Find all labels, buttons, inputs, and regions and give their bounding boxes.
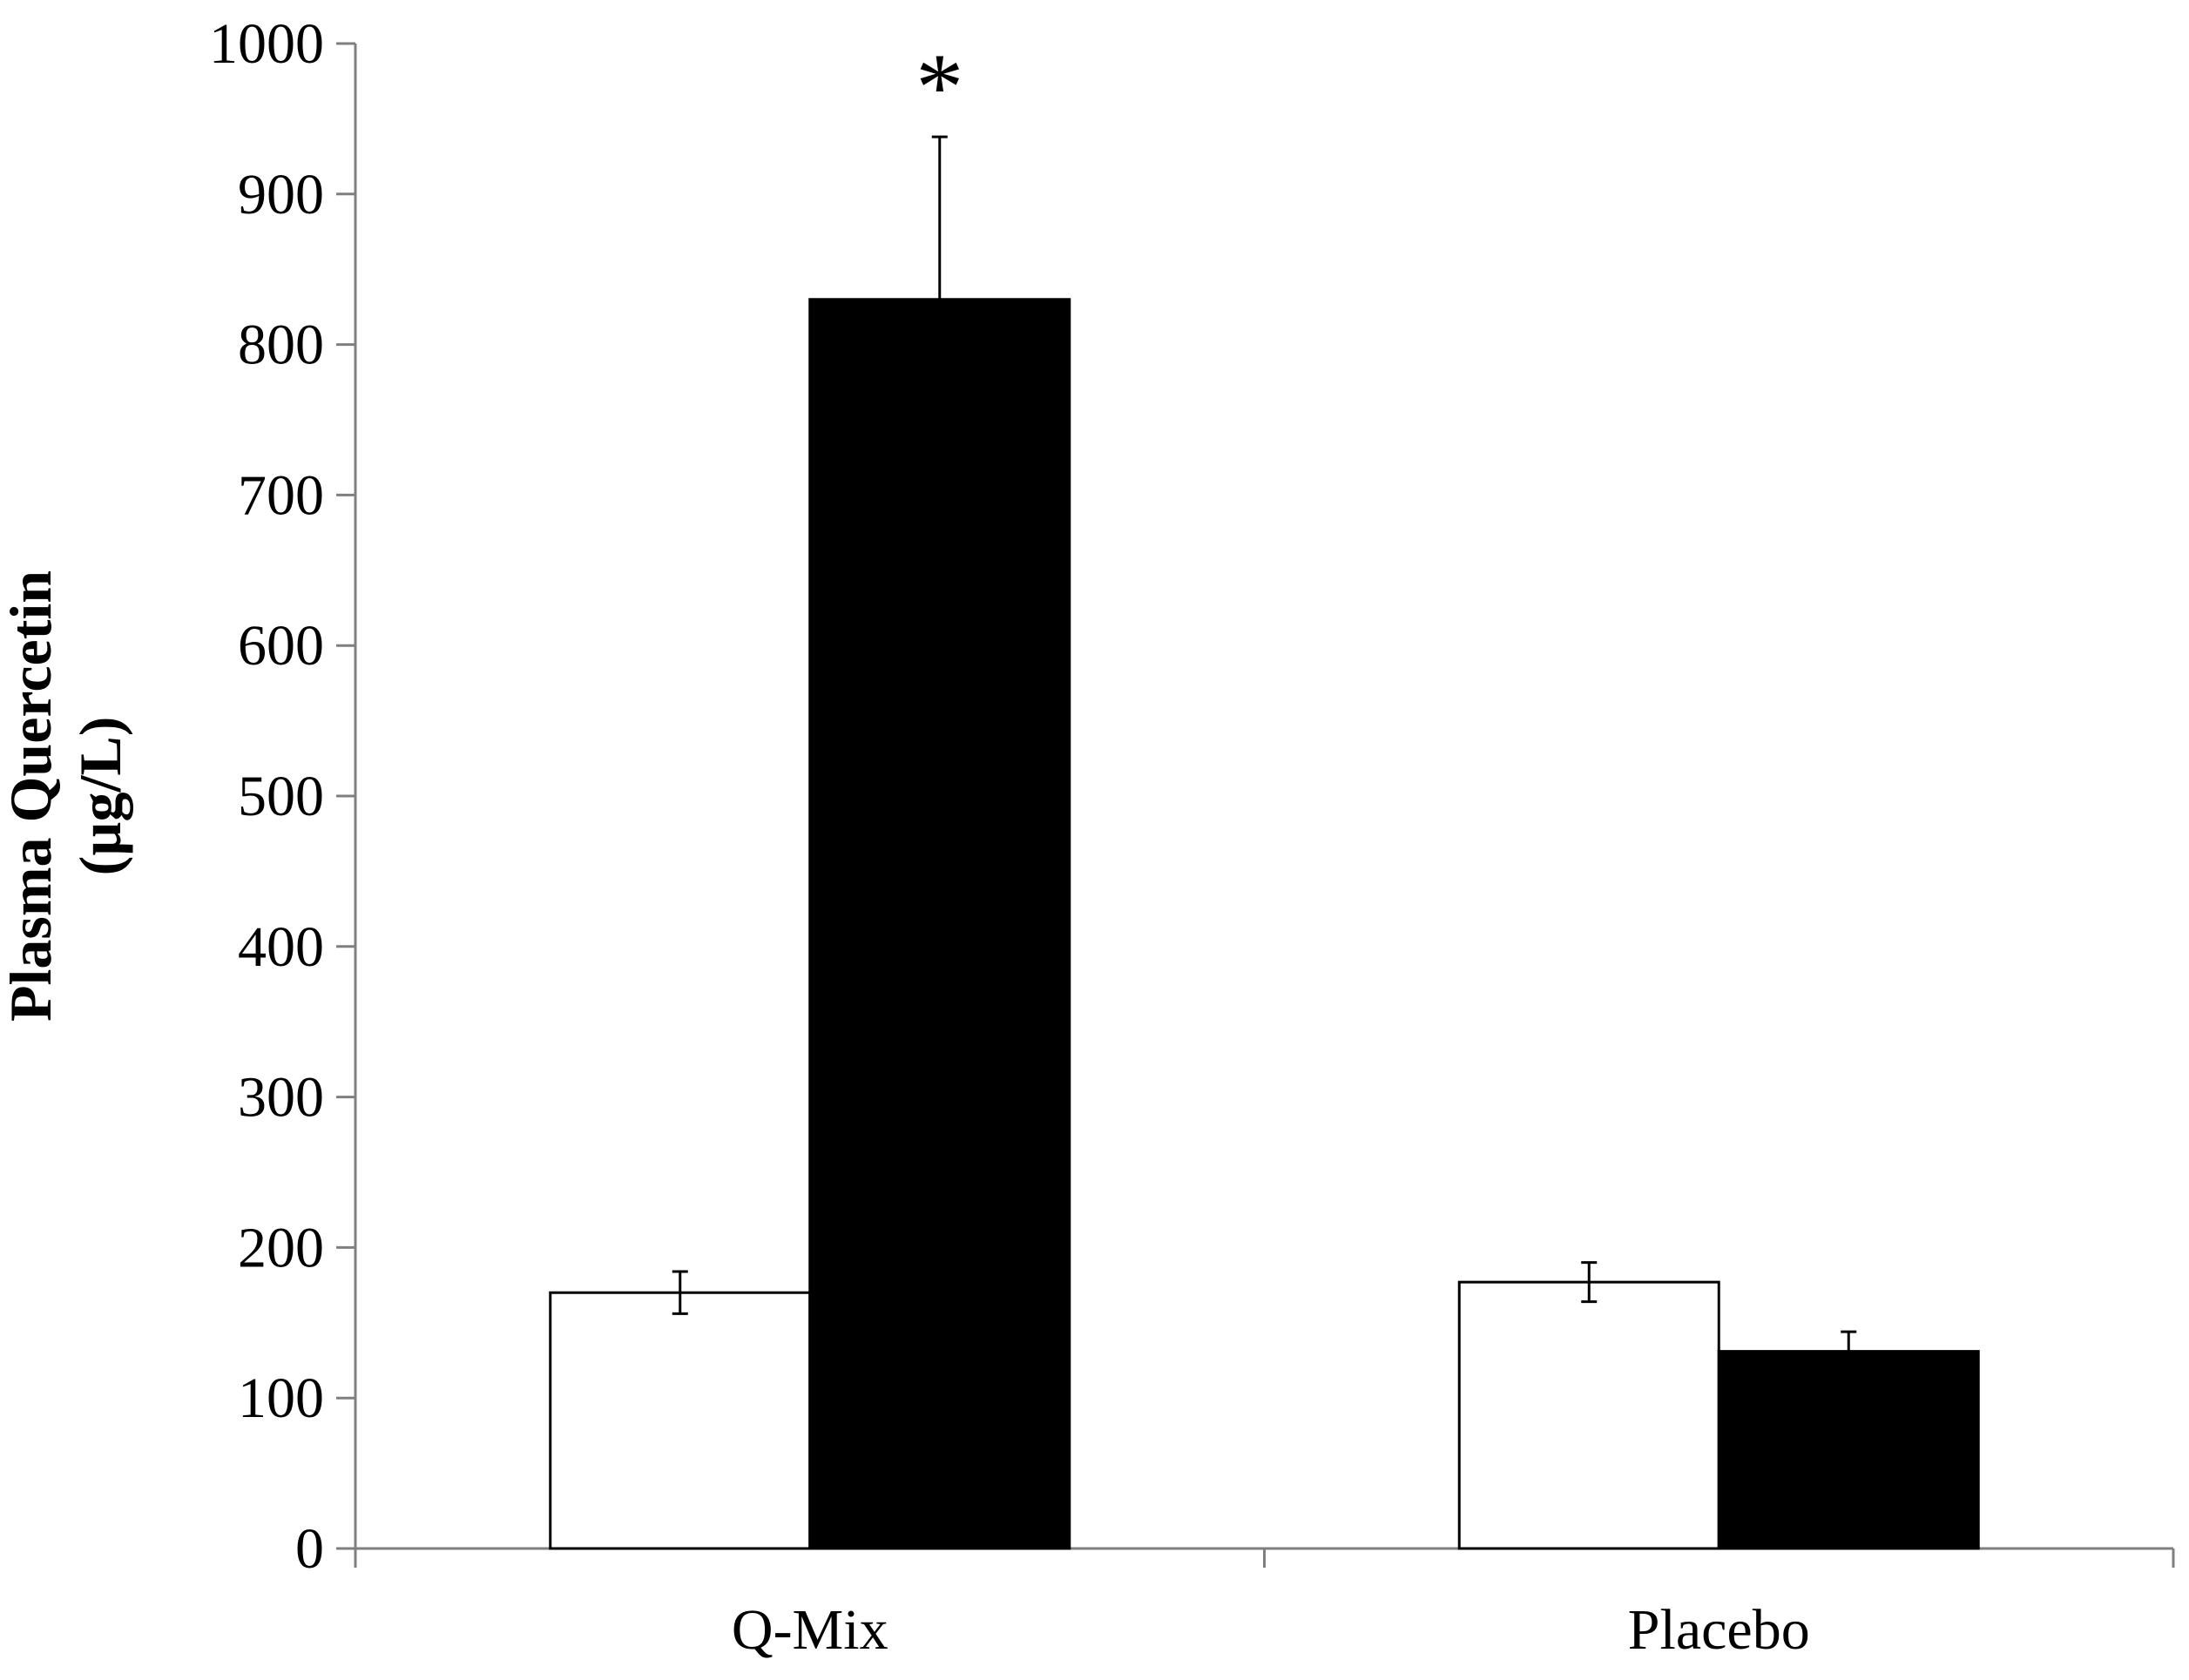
y-tick-label: 300 — [238, 1066, 324, 1130]
y-tick-label: 0 — [295, 1517, 324, 1581]
y-tick-label: 400 — [238, 915, 324, 979]
y-tick-label: 500 — [238, 765, 324, 828]
bar — [549, 1291, 812, 1550]
y-axis-title-line: Plasma Quercetin — [0, 570, 64, 1022]
y-axis-title: Plasma Quercetin(µg/L) — [0, 570, 133, 1022]
significance-asterisk: * — [915, 34, 963, 140]
bars — [549, 298, 1980, 1550]
x-category-label: Placebo — [1628, 1598, 1810, 1662]
y-axis: 0 100 200 300 400 500 600 700 800 900 1000 — [209, 12, 357, 1581]
y-tick-label: 600 — [238, 614, 324, 678]
y-tick-label: 800 — [238, 314, 324, 377]
x-axis: Q-Mix Placebo — [354, 1547, 2175, 1662]
bar — [808, 298, 1071, 1550]
y-tick-label: 900 — [238, 163, 324, 226]
bar — [1717, 1350, 1980, 1550]
annotations: * — [915, 34, 963, 140]
y-axis-title-text: Plasma Quercetin(µg/L) — [0, 570, 133, 1022]
error-bars — [672, 135, 1857, 1352]
bar — [1457, 1280, 1720, 1550]
y-axis-title-line: (µg/L) — [67, 717, 133, 876]
y-tick-label: 700 — [238, 463, 324, 527]
y-tick-label: 100 — [238, 1366, 324, 1430]
y-tick-label: 200 — [238, 1216, 324, 1279]
y-tick-label: 1000 — [209, 12, 324, 76]
x-category-label: Q-Mix — [732, 1598, 888, 1662]
